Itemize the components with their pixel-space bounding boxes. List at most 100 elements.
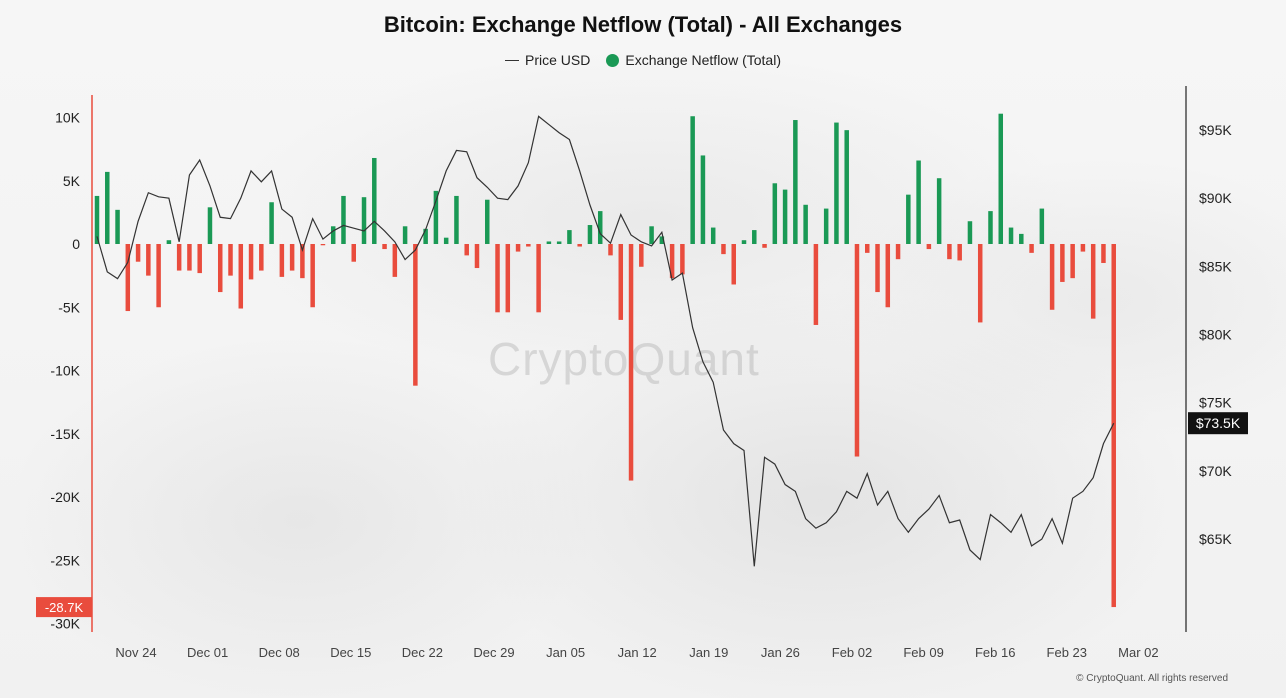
right-tick-label: $70K bbox=[1199, 463, 1232, 479]
netflow-bar bbox=[238, 244, 244, 309]
netflow-bar bbox=[94, 195, 100, 244]
chart-title: Bitcoin: Exchange Netflow (Total) - All … bbox=[383, 12, 903, 37]
netflow-bar bbox=[176, 244, 182, 271]
right-tick-label: $65K bbox=[1199, 531, 1232, 547]
netflow-bar bbox=[1029, 244, 1034, 253]
netflow-bar bbox=[320, 244, 326, 246]
netflow-bar bbox=[372, 157, 377, 244]
right-tick-label: $85K bbox=[1199, 258, 1232, 274]
netflow-bar bbox=[341, 195, 346, 244]
netflow-bar bbox=[310, 244, 315, 308]
netflow-bar bbox=[361, 197, 367, 244]
netflow-bar bbox=[1070, 244, 1075, 279]
netflow-bar bbox=[998, 113, 1004, 244]
netflow-bar bbox=[618, 244, 624, 320]
netflow-bar bbox=[865, 244, 870, 253]
netflow-bar bbox=[536, 244, 541, 313]
netflow-bar bbox=[115, 209, 120, 244]
netflow-bar bbox=[721, 244, 726, 255]
netflow-bar bbox=[454, 195, 459, 244]
netflow-bar bbox=[710, 227, 716, 245]
netflow-bar bbox=[485, 199, 490, 244]
netflow-bar bbox=[690, 116, 695, 244]
netflow-bar bbox=[248, 244, 254, 280]
netflow-bar bbox=[187, 244, 192, 271]
netflow-bar bbox=[936, 178, 942, 244]
x-tick-label: Feb 09 bbox=[903, 645, 943, 660]
netflow-bar bbox=[146, 244, 151, 276]
netflow-bar bbox=[135, 244, 141, 262]
netflow-bar bbox=[197, 244, 202, 274]
netflow-bar bbox=[731, 244, 736, 285]
netflow-bar bbox=[279, 244, 285, 277]
netflow-bar bbox=[443, 237, 449, 245]
netflow-bars bbox=[94, 113, 1116, 608]
chart-axes bbox=[91, 86, 1187, 632]
right-tick-label: $95K bbox=[1199, 122, 1232, 138]
netflow-bar bbox=[105, 171, 110, 244]
left-value-badge bbox=[36, 597, 92, 618]
netflow-bar bbox=[577, 244, 582, 247]
x-tick-label: Jan 05 bbox=[546, 645, 585, 660]
netflow-bar bbox=[228, 244, 233, 276]
netflow-bar bbox=[844, 130, 849, 244]
netflow-bar bbox=[156, 244, 161, 308]
netflow-bar bbox=[1090, 244, 1096, 319]
price-line bbox=[96, 115, 1115, 567]
netflow-bar bbox=[515, 244, 521, 252]
x-tick-label: Dec 22 bbox=[402, 645, 443, 660]
left-tick-label: 0 bbox=[72, 236, 80, 252]
netflow-bar bbox=[567, 230, 572, 245]
netflow-bar bbox=[875, 244, 880, 293]
netflow-bar bbox=[906, 194, 911, 244]
netflow-bar bbox=[289, 244, 295, 271]
x-tick-label: Dec 29 bbox=[473, 645, 514, 660]
netflow-bar bbox=[967, 221, 973, 244]
legend-item-netflow[interactable]: Exchange Netflow (Total) bbox=[606, 52, 781, 68]
netflow-bar bbox=[402, 226, 408, 244]
netflow-bar bbox=[680, 244, 685, 275]
netflow-bar bbox=[854, 244, 860, 457]
dot-swatch-icon bbox=[606, 53, 620, 67]
netflow-bar bbox=[269, 202, 274, 244]
netflow-bar bbox=[895, 244, 901, 260]
watermark: CryptoQuant bbox=[488, 333, 760, 385]
left-tick-label: 10K bbox=[55, 110, 81, 126]
netflow-bar bbox=[772, 183, 778, 244]
right-tick-label: $80K bbox=[1199, 327, 1232, 343]
right-value-badge-label: $73.5K bbox=[1196, 415, 1241, 431]
current-value-badges: -28.7K $73.5K bbox=[36, 412, 1248, 618]
netflow-bar bbox=[926, 244, 932, 250]
netflow-bar bbox=[351, 244, 356, 262]
left-tick-label: 5K bbox=[63, 173, 81, 189]
netflow-bar bbox=[957, 244, 962, 261]
legend-item-price[interactable]: Price USD bbox=[505, 52, 590, 68]
left-value-badge-label: -28.7K bbox=[45, 600, 84, 615]
netflow-bar bbox=[125, 244, 131, 312]
netflow-bar bbox=[495, 244, 500, 313]
netflow-bar bbox=[947, 244, 952, 260]
netflow-bar bbox=[423, 228, 428, 244]
line-swatch-icon bbox=[505, 59, 519, 61]
netflow-bar bbox=[916, 160, 921, 244]
netflow-bar bbox=[1101, 244, 1106, 263]
left-tick-label: -5K bbox=[58, 299, 80, 315]
netflow-bar bbox=[741, 240, 747, 244]
copyright-notice: © CryptoQuant. All rights reserved bbox=[1076, 673, 1228, 684]
left-tick-label: -10K bbox=[50, 363, 80, 379]
netflow-bar bbox=[1080, 244, 1086, 252]
netflow-bar bbox=[300, 244, 305, 279]
netflow-bar bbox=[700, 155, 706, 244]
netflow-bar bbox=[546, 241, 552, 244]
netflow-bar bbox=[433, 190, 439, 244]
left-axis-ticks: 10K 5K 0 -5K -10K -15K -20K -25K -30K bbox=[50, 110, 80, 632]
netflow-bar bbox=[464, 244, 469, 256]
netflow-bar bbox=[526, 244, 531, 247]
netflow-bar bbox=[793, 120, 798, 244]
netflow-bar bbox=[1049, 244, 1055, 310]
x-tick-label: Mar 02 bbox=[1118, 645, 1158, 660]
netflow-bar bbox=[1060, 244, 1065, 282]
netflow-bar bbox=[639, 244, 644, 267]
